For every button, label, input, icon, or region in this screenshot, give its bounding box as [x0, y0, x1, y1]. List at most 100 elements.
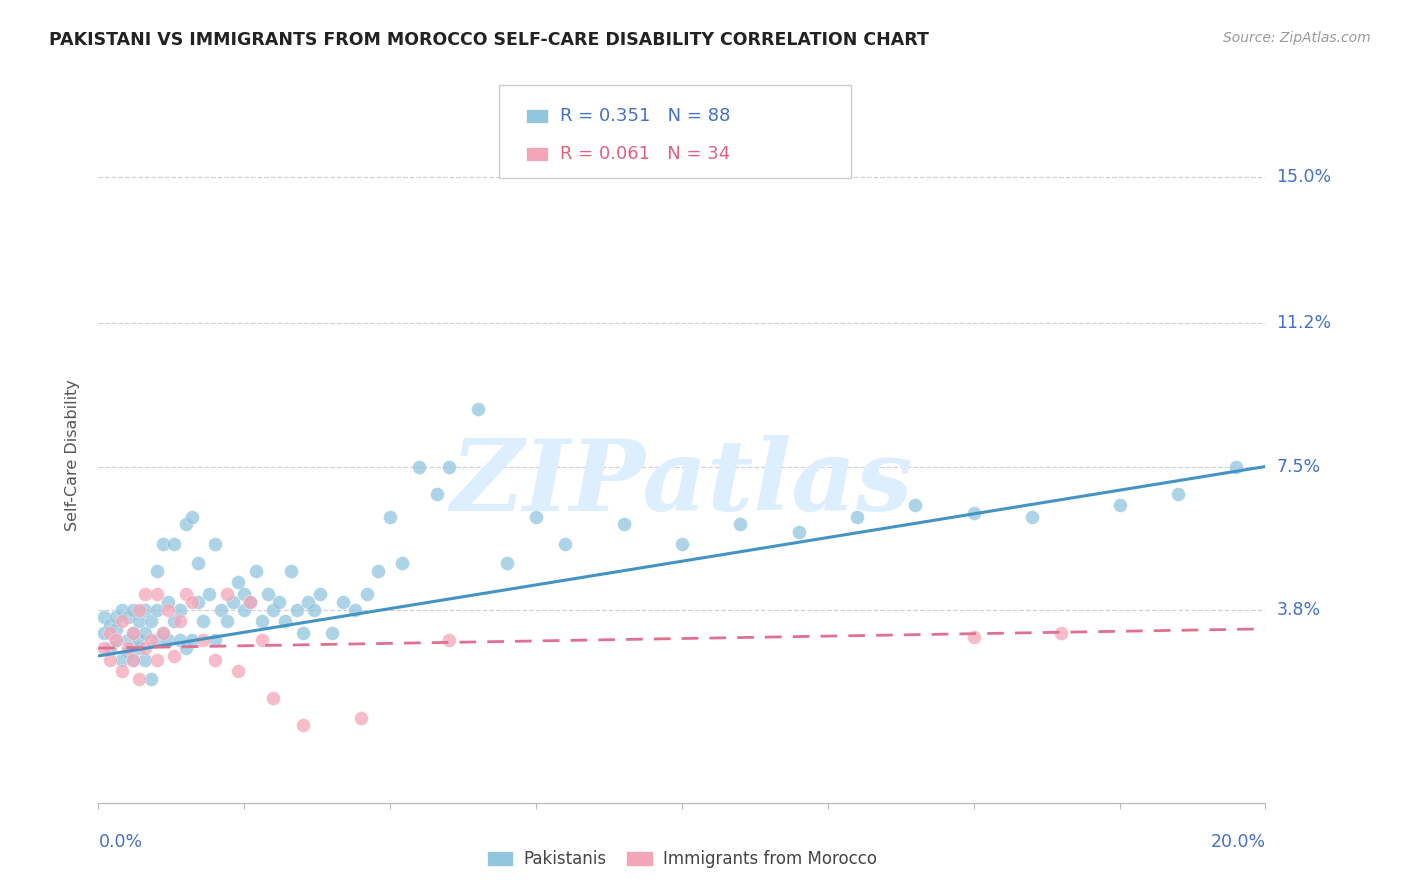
Point	[98, 625, 121, 640]
Point	[728, 517, 751, 532]
Point	[157, 633, 180, 648]
Point	[122, 653, 145, 667]
Point	[193, 614, 215, 628]
Point	[117, 633, 139, 648]
Point	[239, 595, 262, 609]
Point	[134, 641, 156, 656]
Point	[671, 537, 693, 551]
Text: 15.0%: 15.0%	[1277, 168, 1331, 186]
Point	[163, 537, 186, 551]
Point	[180, 509, 202, 524]
Point	[146, 602, 169, 616]
Text: ZIPatlas: ZIPatlas	[451, 434, 912, 531]
Point	[233, 602, 256, 616]
Point	[174, 641, 197, 656]
Point	[1225, 459, 1247, 474]
Point	[174, 587, 197, 601]
Point	[304, 602, 326, 616]
Point	[187, 595, 209, 609]
Point	[962, 630, 984, 644]
Point	[134, 587, 156, 601]
Point	[128, 672, 150, 686]
Point	[98, 641, 121, 656]
Point	[93, 641, 115, 656]
Point	[437, 633, 460, 648]
Point	[1108, 498, 1130, 512]
Point	[198, 587, 221, 601]
Point	[274, 614, 297, 628]
Point	[321, 625, 343, 640]
Point	[215, 614, 238, 628]
Point	[163, 614, 186, 628]
Point	[122, 625, 145, 640]
Point	[269, 595, 291, 609]
Point	[845, 509, 868, 524]
Point	[128, 602, 150, 616]
Point	[250, 633, 273, 648]
Point	[239, 595, 262, 609]
Point	[117, 645, 139, 659]
Point	[904, 498, 927, 512]
Point	[495, 556, 517, 570]
Point	[146, 633, 169, 648]
Point	[117, 610, 139, 624]
Point	[134, 602, 156, 616]
Point	[193, 633, 215, 648]
Point	[139, 633, 162, 648]
Point	[139, 614, 162, 628]
Text: 11.2%: 11.2%	[1277, 315, 1331, 333]
Point	[93, 610, 115, 624]
Point	[228, 575, 250, 590]
Point	[117, 641, 139, 656]
Point	[111, 665, 134, 679]
Point	[280, 564, 302, 578]
Point	[1167, 486, 1189, 500]
Point	[98, 618, 121, 632]
Point	[111, 602, 134, 616]
Point	[128, 641, 150, 656]
Point	[104, 633, 127, 648]
Point	[291, 718, 314, 732]
Point	[98, 653, 121, 667]
Point	[152, 537, 174, 551]
Point	[962, 506, 984, 520]
Point	[378, 509, 402, 524]
Y-axis label: Self-Care Disability: Self-Care Disability	[65, 379, 80, 531]
Point	[426, 486, 449, 500]
Point	[204, 653, 226, 667]
Text: 0.0%: 0.0%	[98, 833, 142, 851]
Point	[437, 459, 460, 474]
Point	[612, 517, 634, 532]
Point	[187, 556, 209, 570]
Point	[250, 614, 273, 628]
Point	[152, 625, 174, 640]
Point	[152, 625, 174, 640]
Point	[122, 653, 145, 667]
Point	[408, 459, 430, 474]
Point	[134, 653, 156, 667]
Point	[111, 653, 134, 667]
Point	[350, 711, 373, 725]
Point	[157, 602, 180, 616]
Text: 7.5%: 7.5%	[1277, 458, 1320, 475]
Text: R = 0.061   N = 34: R = 0.061 N = 34	[560, 145, 730, 163]
Text: Source: ZipAtlas.com: Source: ZipAtlas.com	[1223, 31, 1371, 45]
Point	[146, 653, 169, 667]
Point	[134, 625, 156, 640]
Point	[146, 564, 169, 578]
Legend: Pakistanis, Immigrants from Morocco: Pakistanis, Immigrants from Morocco	[479, 843, 884, 874]
Point	[285, 602, 308, 616]
Point	[180, 595, 202, 609]
Point	[262, 691, 284, 706]
Point	[122, 602, 145, 616]
Text: 20.0%: 20.0%	[1211, 833, 1265, 851]
Point	[146, 587, 169, 601]
Point	[256, 587, 278, 601]
Point	[122, 625, 145, 640]
Point	[169, 614, 191, 628]
Point	[215, 587, 238, 601]
Text: R = 0.351   N = 88: R = 0.351 N = 88	[560, 107, 730, 125]
Point	[344, 602, 367, 616]
Point	[524, 509, 547, 524]
Point	[297, 595, 319, 609]
